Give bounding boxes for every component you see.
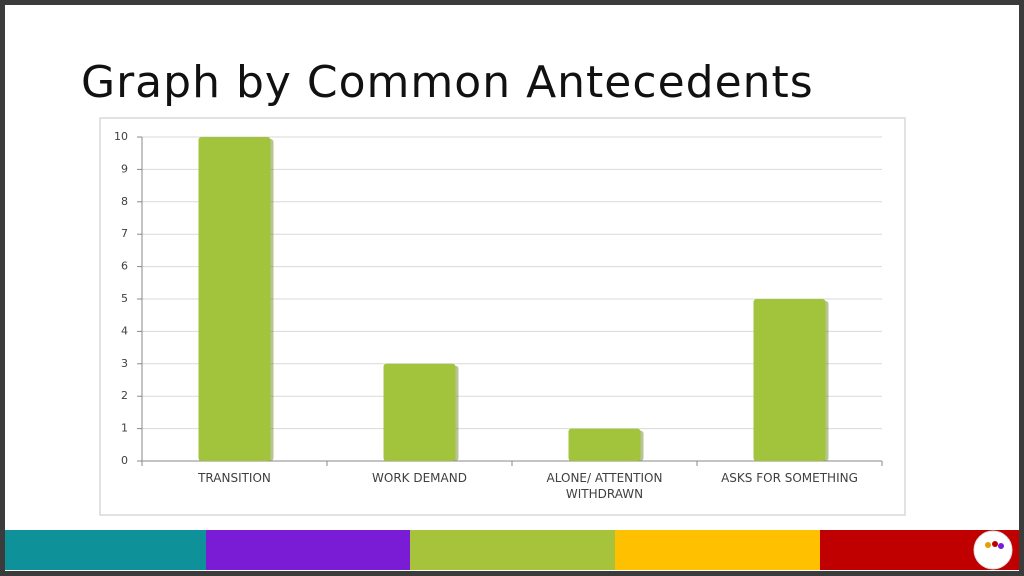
logo-dot [998,543,1004,549]
x-tick-label: ALONE/ ATTENTION WITHDRAWN [546,471,663,501]
color-strip [206,530,410,570]
bar [753,299,826,461]
bar [568,428,641,461]
y-tick-label: 1 [121,422,128,435]
color-strip [5,530,206,570]
slide-title: Graph by Common Antecedents [81,57,814,108]
x-tick-label: WORK DEMAND [372,471,467,485]
y-tick-label: 3 [121,357,128,370]
logo-dot [985,542,991,548]
color-strip [615,530,820,570]
y-tick-label: 2 [121,389,128,402]
bar [383,363,456,461]
logo [973,530,1013,570]
color-strip [410,530,615,570]
y-tick-label: 5 [121,292,128,305]
y-tick-label: 4 [121,324,128,337]
y-tick-label: 10 [114,130,128,143]
y-tick-label: 9 [121,162,128,175]
x-tick-label: TRANSITION [198,471,271,485]
y-tick-label: 6 [121,260,128,273]
y-tick-label: 0 [121,454,128,467]
logo-dot [992,541,998,547]
y-tick-label: 7 [121,227,128,240]
x-tick-label: ASKS FOR SOMETHING [721,471,858,485]
y-tick-label: 8 [121,195,128,208]
bar [198,137,271,461]
